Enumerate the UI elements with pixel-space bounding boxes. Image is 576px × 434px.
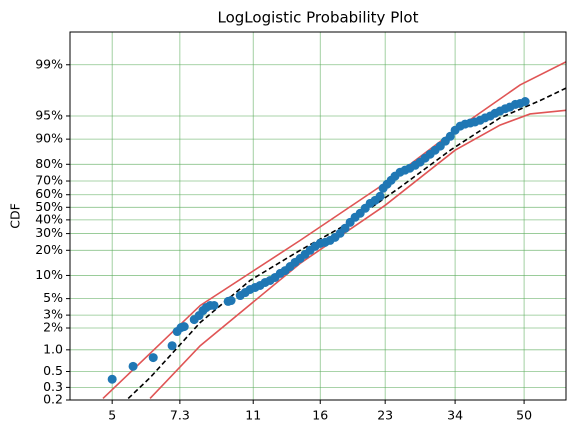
- y-tick-label: 0.2: [43, 392, 63, 407]
- y-tick-label: 40%: [35, 211, 63, 226]
- y-tick-label: 1.0: [43, 341, 63, 356]
- y-tick-label: 95%: [35, 107, 63, 122]
- y-axis-label: CDF: [8, 203, 23, 229]
- chart-title: LogLogistic Probability Plot: [218, 9, 419, 27]
- grid: [70, 32, 566, 401]
- y-tick-label: 3%: [43, 307, 63, 322]
- x-tick-label: 50: [516, 408, 532, 423]
- y-tick-label: 0.5: [43, 363, 63, 378]
- data-point: [209, 300, 219, 310]
- data-point: [520, 97, 530, 107]
- x-tick-label: 11: [245, 408, 261, 423]
- y-tick-label: 0.3: [43, 379, 63, 394]
- confidence-bound: [149, 109, 566, 400]
- data-point: [128, 361, 138, 371]
- plot-area: [102, 61, 566, 400]
- y-tick-label: 99%: [35, 56, 63, 71]
- x-tick-label: 34: [447, 408, 463, 423]
- x-tick-label: 23: [377, 408, 393, 423]
- fit-line: [127, 87, 566, 400]
- data-point: [179, 322, 189, 332]
- y-tick-label: 5%: [43, 290, 63, 305]
- y-tick-label: 10%: [35, 267, 63, 282]
- data-point: [107, 374, 117, 384]
- y-tick-label: 20%: [35, 242, 63, 257]
- y-tick-label: 2%: [43, 320, 63, 335]
- plot-frame: [69, 31, 567, 401]
- x-tick-label: 5: [108, 408, 116, 423]
- data-point: [167, 341, 177, 351]
- data-point: [340, 223, 350, 233]
- y-tick-label: 60%: [35, 186, 63, 201]
- x-tick-label: 16: [312, 408, 328, 423]
- y-tick-label: 30%: [35, 225, 63, 240]
- data-point: [148, 353, 158, 363]
- data-point: [226, 296, 236, 306]
- data-point: [445, 131, 455, 141]
- y-tick-label: 50%: [35, 199, 63, 214]
- data-point: [375, 191, 385, 201]
- x-tick-label: 7.3: [170, 408, 190, 423]
- y-tick-label: 80%: [35, 156, 63, 171]
- y-tick-label: 90%: [35, 131, 63, 146]
- y-tick-label: 70%: [35, 173, 63, 188]
